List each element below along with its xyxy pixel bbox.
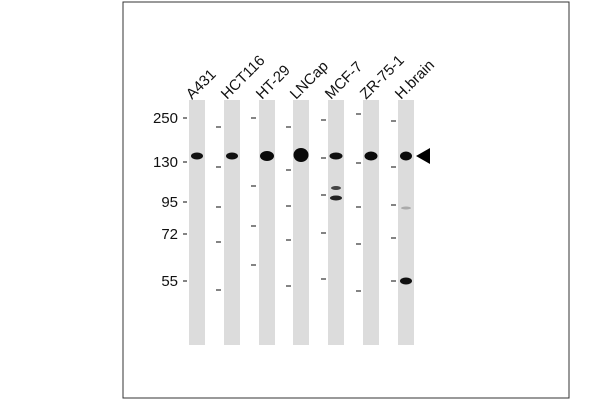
band <box>400 151 412 161</box>
band <box>260 151 274 161</box>
band <box>400 277 412 285</box>
band <box>401 206 411 210</box>
band <box>331 186 341 190</box>
lane <box>224 100 240 345</box>
lane <box>293 100 309 345</box>
ladder-ticks <box>183 113 396 292</box>
arrowhead <box>416 148 430 164</box>
marker-label: 130 <box>153 154 178 171</box>
band <box>293 148 309 162</box>
marker-label: 72 <box>161 226 178 243</box>
lane <box>328 100 344 345</box>
lane <box>259 100 275 345</box>
lane <box>189 100 205 345</box>
band <box>364 151 378 161</box>
band <box>329 152 343 160</box>
lane <box>363 100 379 345</box>
marker-label: 250 <box>153 110 178 127</box>
lane <box>398 100 414 345</box>
marker-labels: 250 130 95 72 55 <box>153 110 178 290</box>
band <box>191 152 203 160</box>
bands <box>191 148 412 285</box>
lane-strips <box>189 100 414 345</box>
band <box>226 152 238 160</box>
marker-label: 95 <box>161 194 178 211</box>
band <box>330 195 342 201</box>
marker-label: 55 <box>161 273 178 290</box>
